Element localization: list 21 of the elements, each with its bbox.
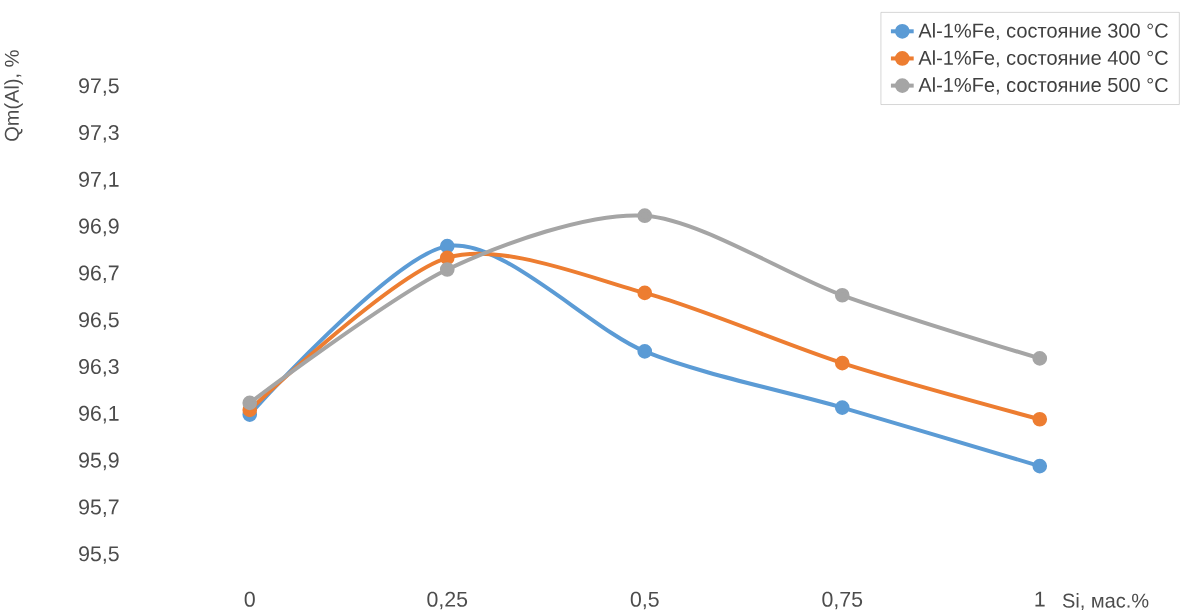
y-tick-label: 95,9 [79, 452, 119, 471]
x-axis-title: Si, мас.% [1062, 593, 1149, 611]
y-tick-label: 96,7 [79, 265, 119, 283]
y-tick-label: 96,9 [79, 218, 119, 237]
y-tick-label: 97,5 [79, 78, 119, 96]
legend-label: Al-1%Fe, состояние 400 °C [918, 50, 1168, 68]
y-tick-label: 96,1 [79, 405, 119, 424]
y-tick-label: 96,5 [79, 312, 119, 330]
x-tick-label: 1 [1035, 591, 1045, 607]
x-tick-label: 0,75 [822, 591, 863, 610]
x-tick-label: 0,25 [427, 591, 468, 610]
y-tick-label: 95,5 [79, 546, 119, 564]
y-tick-label: 96,3 [79, 358, 119, 377]
x-tick-label: 0,5 [630, 591, 659, 610]
y-tick-label: 97,1 [79, 171, 119, 190]
legend-label: Al-1%Fe, состояние 300 °C [918, 23, 1168, 41]
legend-label: Al-1%Fe, состояние 500 °C [918, 77, 1168, 95]
y-tick-label: 95,7 [79, 499, 119, 517]
y-tick-label: 97,3 [79, 124, 119, 143]
y-axis-title: Qm(Al), % [4, 50, 23, 141]
x-tick-label: 0 [244, 591, 255, 607]
